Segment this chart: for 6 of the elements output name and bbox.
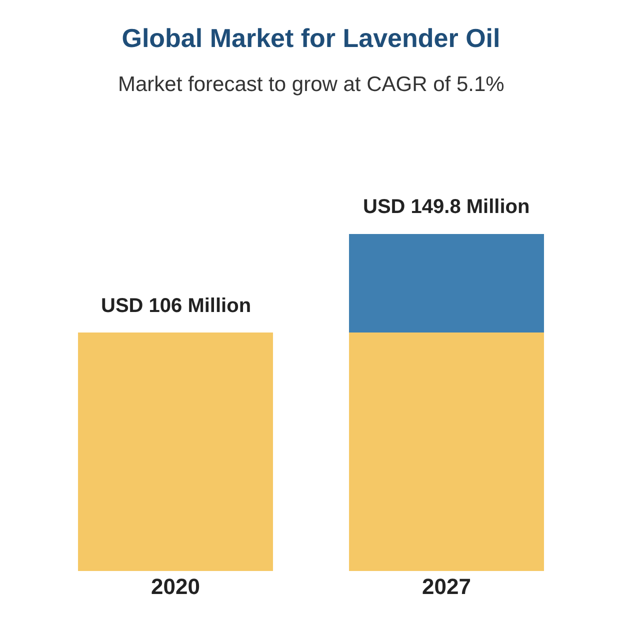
chart-subtitle: Market forecast to grow at CAGR of 5.1% bbox=[118, 73, 504, 96]
x-tick-label: 2020 bbox=[151, 574, 200, 599]
total-label: USD 149.8 Million bbox=[363, 196, 530, 218]
chart-title: Global Market for Lavender Oil bbox=[122, 23, 500, 54]
x-tick-label: 2027 bbox=[422, 574, 471, 599]
data-label: USD 106 Million bbox=[101, 295, 252, 317]
